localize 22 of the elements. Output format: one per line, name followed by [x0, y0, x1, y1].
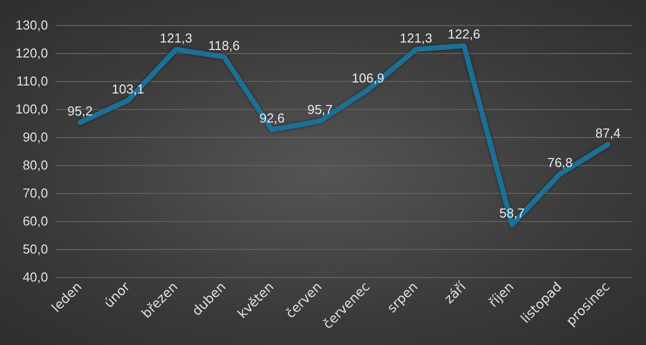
y-tick-label: 80,0: [22, 158, 48, 172]
y-tick-label: 60,0: [22, 214, 48, 228]
y-tick-label: 110,0: [16, 74, 48, 88]
data-label: 122,6: [448, 26, 480, 42]
y-tick-label: 50,0: [22, 242, 48, 256]
data-label: 121,3: [400, 30, 432, 46]
y-tick-label: 130,0: [15, 18, 48, 32]
data-label: 87,4: [595, 125, 621, 140]
data-label: 76,8: [547, 154, 573, 170]
y-tick-label: 90,0: [22, 130, 48, 144]
y-tick-label: 100,0: [15, 102, 48, 116]
data-label: 118,6: [208, 38, 240, 53]
y-tick-label: 40,0: [22, 270, 48, 284]
data-label: 121,3: [160, 30, 192, 46]
data-label: 95,2: [67, 103, 93, 118]
data-label: 95,7: [307, 102, 333, 118]
data-label: 103,1: [112, 81, 144, 96]
y-tick-label: 70,0: [22, 186, 48, 200]
data-label: 92,6: [259, 110, 285, 126]
y-tick-label: 120,0: [15, 46, 48, 60]
data-label: 106,9: [352, 70, 384, 86]
data-label: 58,7: [499, 206, 525, 221]
